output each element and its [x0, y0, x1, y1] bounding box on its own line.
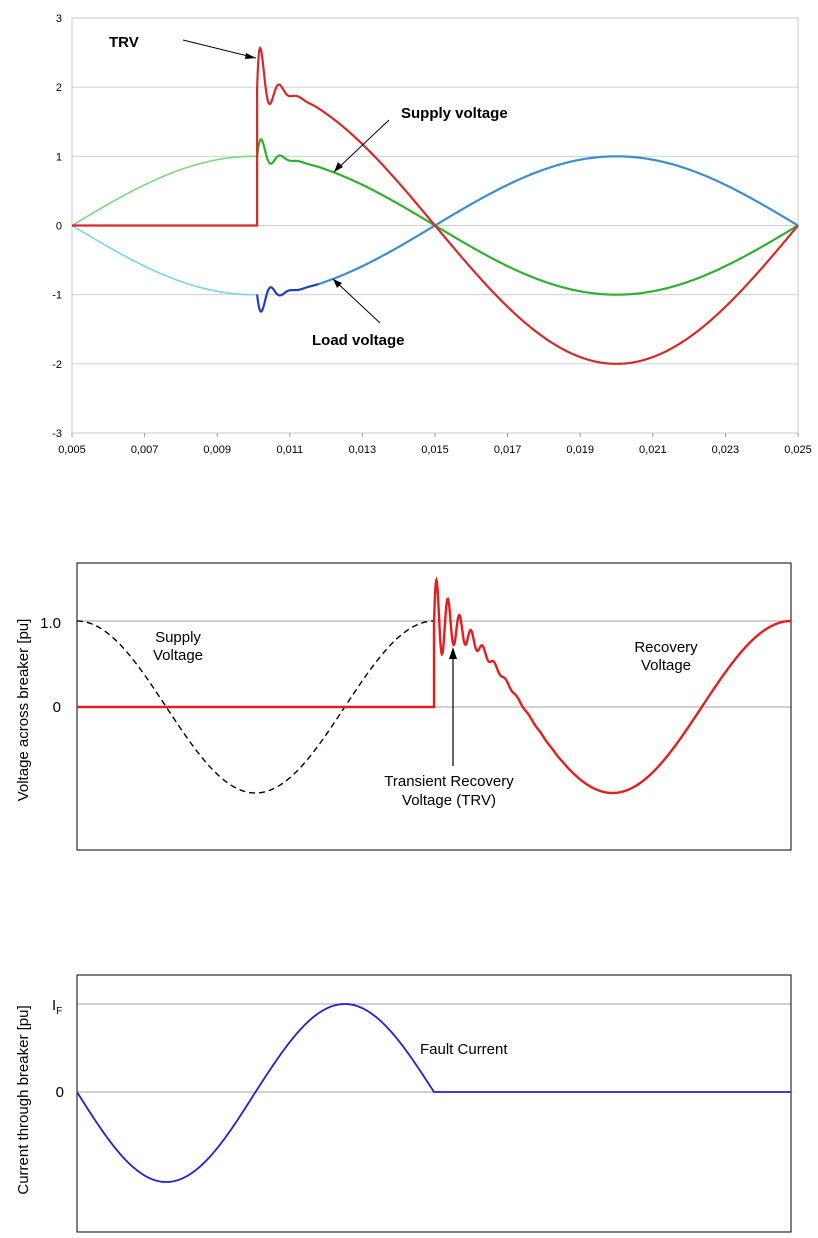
chart-1-xtick-label: 0,023	[712, 444, 740, 456]
chart-1: -3 -2 -1 0 1 2 3 0,005 0,007 0,009 0,011 0,013 0,01…	[52, 13, 812, 456]
chart-1-xtick-label: 0,021	[639, 444, 667, 456]
chart-1-ytick-label: 2	[56, 82, 62, 94]
chart-1-xtick-label: 0,013	[349, 444, 377, 456]
chart-1-xtick-label: 0,017	[494, 444, 522, 456]
chart-1-ytick-label: 1	[56, 151, 62, 163]
trv-line	[72, 45, 799, 365]
chart-1-xtick-label: 0,005	[58, 444, 86, 456]
chart-3: IF 0 Current through breaker [pu] Fault …	[15, 974, 792, 1233]
chart-1-xtick-label: 0,009	[203, 444, 231, 456]
chart-1-xtick-label: 0,025	[784, 444, 812, 456]
arrowhead-trv	[245, 53, 256, 59]
chart-1-ytick-label: 0	[56, 221, 62, 233]
chart-3-y-axis-label: Current through breaker [pu]	[15, 1005, 32, 1194]
arrowhead-supply-voltage	[334, 162, 343, 172]
annotation-supply-voltage-line2: Voltage	[153, 647, 203, 664]
chart-2-series	[76, 576, 791, 795]
chart-2-ytick-1: 1.0	[40, 615, 61, 632]
annotation-fault-current: Fault Current	[420, 1041, 508, 1058]
arrowhead-load-voltage	[333, 279, 342, 288]
chart-2: 1.0 0 Voltage across breaker [pu] Supply…	[15, 562, 792, 851]
fault-current-line	[76, 1003, 791, 1183]
chart-3-ytick-0: 0	[56, 1084, 64, 1101]
chart-1-xtick-label: 0,011	[276, 444, 303, 456]
annotation-trv-line2: Voltage (TRV)	[402, 792, 496, 809]
chart-3-series	[76, 1003, 791, 1183]
chart-1-xtick-label: 0,019	[566, 444, 594, 456]
chart-3-plot-area	[76, 974, 792, 1233]
chart-3-ytick-if: IF	[52, 997, 62, 1017]
chart-1-ytick-label: -1	[52, 290, 62, 302]
chart-1-y-ticks: -3 -2 -1 0 1 2 3	[52, 13, 62, 440]
arrowhead-trv-2	[449, 647, 457, 659]
chart-1-annotations: TRV Supply voltage Load voltage	[109, 34, 508, 349]
chart-1-series	[71, 45, 799, 365]
recovery-voltage-line	[77, 576, 791, 795]
supply-voltage-line-pre	[71, 155, 258, 227]
chart-1-ytick-label: -3	[52, 428, 62, 440]
chart-3-ytick-if-main: I	[52, 997, 56, 1014]
load-voltage-line-pre	[71, 224, 258, 296]
chart-1-xtick-label: 0,007	[131, 444, 159, 456]
chart-2-ytick-0: 0	[53, 699, 61, 716]
annotation-trv-line1: Transient Recovery	[384, 773, 514, 790]
annotation-load-voltage: Load voltage	[312, 332, 405, 349]
load-voltage-line-early	[256, 282, 320, 313]
annotation-supply-voltage-line1: Supply	[155, 629, 201, 646]
chart-1-ytick-label: -2	[52, 359, 62, 371]
chart-1-x-ticks: 0,005 0,007 0,009 0,011 0,013 0,015 0,017 0,019…	[58, 433, 812, 456]
chart-1-xtick-label: 0,015	[421, 444, 449, 456]
annotation-supply-voltage: Supply voltage	[401, 105, 508, 122]
chart-3-ytick-if-subscript: F	[56, 1006, 62, 1017]
supply-voltage-dashed-line	[76, 620, 435, 794]
chart-2-y-axis-label: Voltage across breaker [pu]	[15, 619, 32, 802]
arrow-supply-voltage	[333, 119, 390, 173]
chart-1-ytick-label: 3	[56, 13, 62, 25]
arrow-trv	[182, 39, 257, 59]
annotation-recovery-voltage-line2: Voltage	[641, 657, 691, 674]
annotation-recovery-voltage-line1: Recovery	[634, 639, 698, 656]
annotation-trv: TRV	[109, 34, 139, 51]
load-voltage-line	[318, 155, 799, 286]
supply-voltage-line	[256, 137, 799, 296]
arrow-load-voltage	[332, 278, 381, 324]
